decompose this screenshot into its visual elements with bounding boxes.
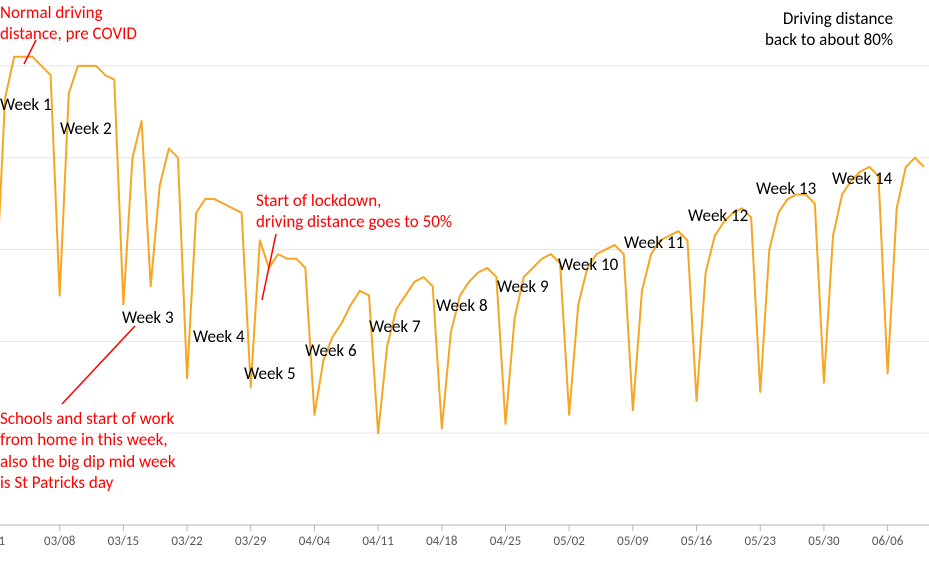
svg-text:03/08: 03/08 [44,534,76,549]
svg-text:04/04: 04/04 [299,534,331,549]
annot-lockdown: Start of lockdown, driving distance goes… [256,190,452,233]
label-week6: Week 6 [305,340,357,361]
annot-schools: Schools and start of work from home in t… [0,408,176,493]
svg-text:05/16: 05/16 [681,534,713,549]
label-week7: Week 7 [369,316,421,337]
label-week3: Week 3 [122,307,174,328]
label-week8: Week 8 [436,295,488,316]
label-week13: Week 13 [756,178,816,199]
label-week5: Week 5 [244,363,296,384]
svg-text:05/09: 05/09 [617,534,649,549]
label-week10: Week 10 [558,254,618,275]
label-week2: Week 2 [60,118,112,139]
svg-text:04/18: 04/18 [426,534,458,549]
label-week1: Week 1 [0,94,52,115]
driving-distance-chart: /01 03/08 03/15 03/22 03/29 04/04 04/11 04/18 04… [0,0,929,582]
svg-text:06/06: 06/06 [872,534,904,549]
svg-text:05/23: 05/23 [745,534,777,549]
svg-text:03/22: 03/22 [171,534,203,549]
label-week11: Week 11 [624,232,684,253]
label-week4: Week 4 [193,326,245,347]
svg-text:04/25: 04/25 [490,534,521,549]
svg-text:04/11: 04/11 [362,534,393,549]
svg-text:05/30: 05/30 [808,534,840,549]
label-week14: Week 14 [832,168,892,189]
label-week9: Week 9 [497,276,549,297]
svg-text:03/29: 03/29 [235,534,267,549]
svg-text:/01: /01 [0,534,5,549]
label-week12: Week 12 [688,205,748,226]
svg-text:05/02: 05/02 [553,534,585,549]
annot-back-80: Driving distance back to about 80% [765,8,893,51]
svg-text:03/15: 03/15 [108,534,139,549]
annot-normal-driving: Normal driving distance, pre COVID [0,2,137,45]
